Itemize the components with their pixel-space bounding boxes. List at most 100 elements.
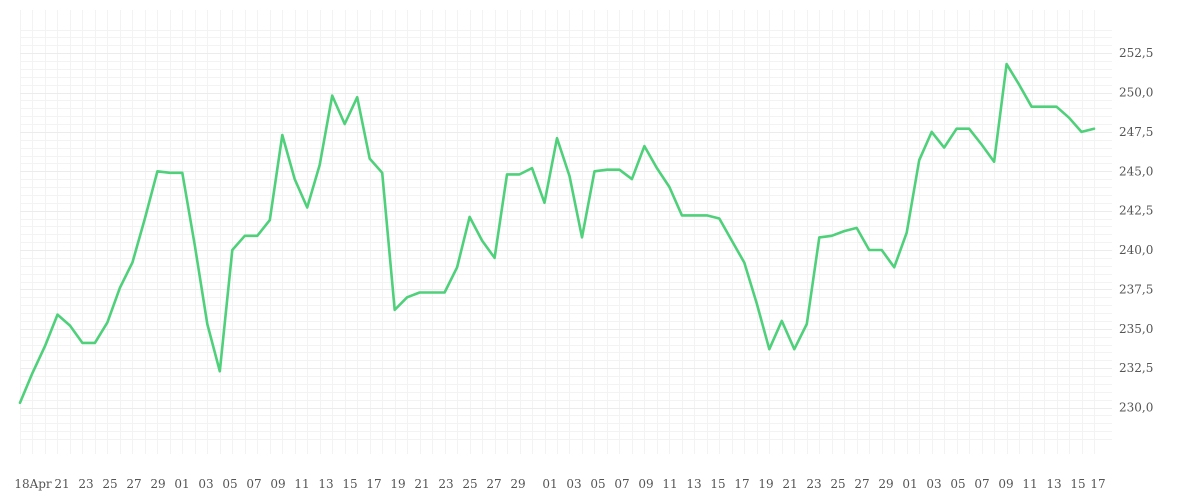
- x-tick-label: 05: [590, 477, 605, 491]
- data-point: [193, 243, 197, 247]
- data-point: [143, 217, 147, 221]
- x-tick-label: 27: [854, 477, 869, 491]
- data-point: [855, 226, 859, 230]
- data-point: [493, 256, 497, 260]
- data-point: [1042, 105, 1046, 109]
- x-axis: 18Apr 21 23 25 27 29 01 03 05 07 09 11 13 15 17 19 21 23 2…: [14, 477, 1105, 491]
- data-point: [56, 313, 60, 317]
- data-point: [742, 261, 746, 265]
- x-tick-label: 27: [126, 477, 141, 491]
- data-point: [792, 347, 796, 351]
- x-tick-label: 19: [390, 477, 405, 491]
- data-point: [130, 261, 134, 265]
- data-point: [393, 308, 397, 312]
- data-point: [942, 146, 946, 150]
- data-point: [268, 218, 272, 222]
- data-point: [1005, 62, 1009, 66]
- x-tick-label: 05: [950, 477, 965, 491]
- data-point: [655, 166, 659, 170]
- x-tick-label: 15: [710, 477, 725, 491]
- x-tick-label: 13: [318, 477, 333, 491]
- x-tick-label: 05: [222, 477, 237, 491]
- data-point: [280, 133, 284, 137]
- data-point: [180, 171, 184, 175]
- x-tick-label: 03: [566, 477, 581, 491]
- data-point: [505, 172, 509, 176]
- x-tick-label: 29: [878, 477, 893, 491]
- x-tick-label: 29: [150, 477, 165, 491]
- data-point: [930, 130, 934, 134]
- y-tick-label: 242,5: [1119, 204, 1153, 218]
- data-point: [255, 234, 259, 238]
- data-point: [1017, 83, 1021, 87]
- x-tick-label: 19: [758, 477, 773, 491]
- data-point: [980, 143, 984, 147]
- data-point: [967, 127, 971, 131]
- data-point: [43, 344, 47, 348]
- data-point: [667, 185, 671, 189]
- y-tick-label: 232,5: [1119, 361, 1153, 375]
- x-tick-label: 23: [78, 477, 93, 491]
- x-tick-label: 18Apr: [14, 477, 52, 491]
- data-point: [31, 371, 35, 375]
- data-point: [418, 291, 422, 295]
- x-tick-label: 29: [510, 477, 525, 491]
- data-point: [805, 322, 809, 326]
- series-line: [18, 62, 1096, 405]
- data-point: [717, 217, 721, 221]
- x-tick-label: 15: [1070, 477, 1085, 491]
- x-tick-label: 21: [414, 477, 429, 491]
- y-tick-label: 240,0: [1119, 243, 1153, 257]
- data-point: [355, 95, 359, 99]
- x-tick-label: 27: [486, 477, 501, 491]
- data-point: [155, 169, 159, 173]
- data-point: [18, 401, 22, 405]
- x-tick-label: 11: [662, 477, 677, 491]
- data-point: [580, 235, 584, 239]
- x-tick-label: 17: [366, 477, 381, 491]
- data-point: [1092, 127, 1096, 131]
- data-point: [1030, 105, 1034, 109]
- x-tick-label: 25: [102, 477, 117, 491]
- x-tick-label: 09: [270, 477, 285, 491]
- grid: [20, 10, 1112, 454]
- x-tick-label: 01: [174, 477, 189, 491]
- x-tick-label: 03: [926, 477, 941, 491]
- x-tick-label: 03: [198, 477, 213, 491]
- x-tick-label: 15: [342, 477, 357, 491]
- x-tick-label: 23: [806, 477, 821, 491]
- x-tick-label: 11: [1022, 477, 1037, 491]
- data-point: [343, 122, 347, 126]
- data-point: [605, 168, 609, 172]
- data-point: [705, 213, 709, 217]
- data-point: [767, 347, 771, 351]
- data-point: [218, 369, 222, 373]
- data-point: [93, 341, 97, 345]
- data-point: [917, 158, 921, 162]
- data-point: [293, 177, 297, 181]
- data-point: [642, 144, 646, 148]
- x-tick-label: 01: [902, 477, 917, 491]
- x-tick-label: 07: [614, 477, 629, 491]
- x-tick-label: 09: [638, 477, 653, 491]
- x-tick-label: 09: [998, 477, 1013, 491]
- data-point: [230, 248, 234, 252]
- data-point: [617, 168, 621, 172]
- x-tick-label: 17: [734, 477, 749, 491]
- data-point: [443, 291, 447, 295]
- data-point: [593, 169, 597, 173]
- data-point: [330, 94, 334, 98]
- x-tick-label: 07: [974, 477, 989, 491]
- data-point: [555, 136, 559, 140]
- x-tick-label: 25: [462, 477, 477, 491]
- data-point: [755, 302, 759, 306]
- data-point: [105, 320, 109, 324]
- data-point: [568, 174, 572, 178]
- data-point: [118, 286, 122, 290]
- data-point: [692, 213, 696, 217]
- x-tick-label: 21: [54, 477, 69, 491]
- data-point: [368, 157, 372, 161]
- y-tick-label: 235,0: [1119, 322, 1153, 336]
- data-point: [1067, 116, 1071, 120]
